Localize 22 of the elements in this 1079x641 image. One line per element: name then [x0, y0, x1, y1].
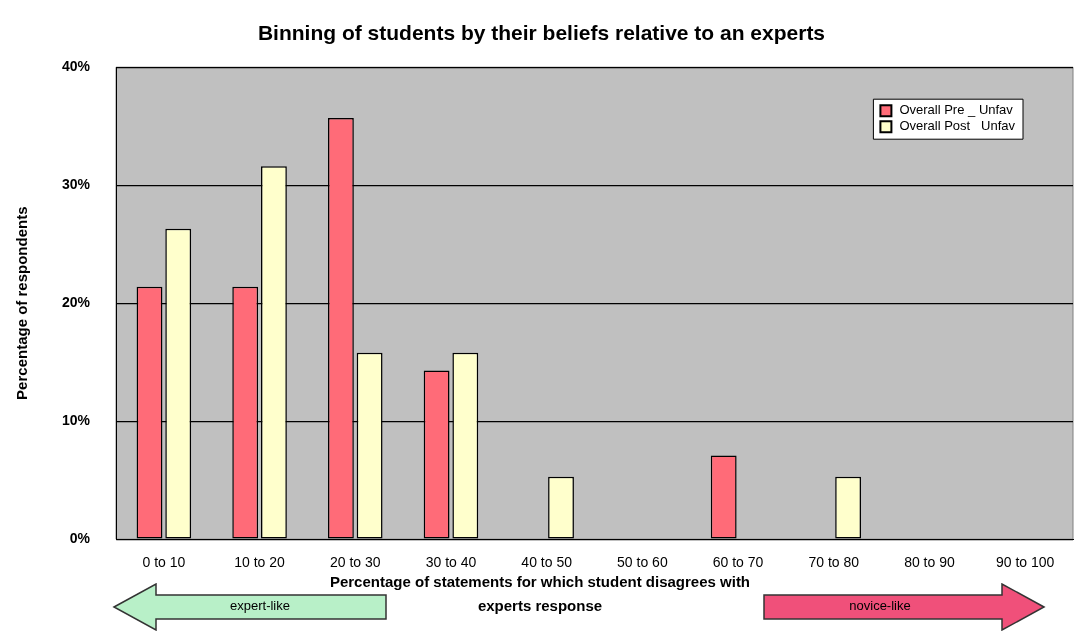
y-tick-label: 20%	[61, 294, 91, 311]
x-tick-label: 20 to 30	[329, 554, 381, 571]
y-tick-label: 0%	[69, 530, 91, 547]
text: expert-like	[229, 598, 291, 613]
legend-label: Overall Pre _ Unfav	[899, 102, 1014, 118]
y-tick-label: 10%	[61, 412, 91, 429]
x-tick-label: 80 to 90	[904, 554, 955, 571]
x-tick-label: 10 to 20	[234, 554, 286, 571]
x-tick-label: 50 to 60	[617, 554, 668, 571]
y-axis-title: Percentage of respondents	[13, 206, 31, 400]
x-axis-title: Percentage of statements for which student disagrees with experts response	[328, 572, 752, 616]
y-tick-label: 30%	[61, 176, 91, 193]
y-tick-label: 40%	[61, 58, 91, 75]
legend-label: Overall Post Unfav	[899, 118, 1016, 134]
x-tick-label: 30 to 40	[425, 554, 477, 571]
x-tick-label: 40 to 50	[521, 554, 573, 571]
x-tick-label: 0 to 10	[142, 554, 186, 571]
x-tick-label: 70 to 80	[808, 554, 860, 571]
x-tick-label: 60 to 70	[712, 554, 764, 571]
text: novice-like	[848, 598, 912, 613]
x-tick-label: 90 to 100	[995, 554, 1055, 571]
chart-title: Binning of students by their beliefs relative to an experts	[257, 21, 826, 45]
